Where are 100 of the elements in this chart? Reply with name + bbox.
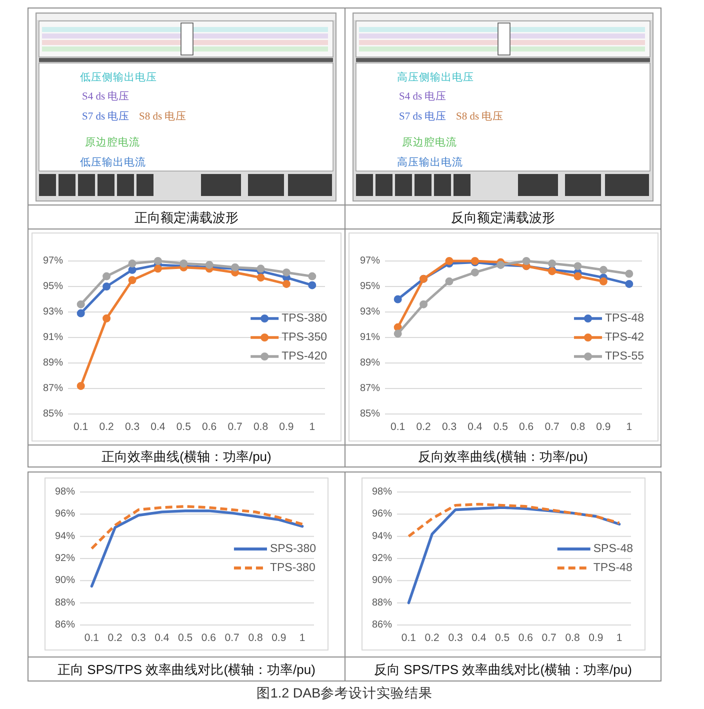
x-tick-label: 0.1	[74, 421, 88, 433]
point	[256, 264, 265, 273]
y-tick-label: 94%	[372, 530, 392, 542]
point	[470, 268, 479, 276]
x-tick-label: 0.5	[494, 632, 510, 644]
legend-label: TPS-48	[593, 562, 632, 574]
caption: 图1.2 DAB参考设计实验结果	[256, 686, 433, 700]
y-tick-label: 89%	[360, 358, 380, 368]
y-tick-label: 96%	[54, 508, 76, 520]
text: S4 ds 电压	[399, 90, 447, 102]
point	[574, 272, 582, 280]
x-tick-label: 0.7	[224, 632, 240, 644]
x-tick-label: 0.1	[401, 632, 416, 644]
point	[522, 257, 530, 265]
x-tick-label: 0.7	[544, 421, 560, 433]
y-tick-label: 98%	[54, 486, 76, 498]
x-tick-label: 0.3	[131, 632, 146, 644]
y-tick-label: 88%	[372, 597, 392, 608]
x-tick-label: 0.8	[253, 421, 268, 433]
text: 正向效率曲线(横轴：功率/pu)	[102, 449, 272, 464]
x-tick-label: 0.6	[518, 632, 534, 644]
x-tick-label: 0.4	[154, 632, 170, 644]
x-tick-label: 1	[616, 632, 622, 644]
point	[76, 300, 85, 308]
x-tick-label: 0.4	[472, 632, 486, 644]
x-tick-label: 0.7	[228, 421, 242, 433]
point	[102, 282, 111, 290]
x-tick-label: 0.8	[570, 421, 586, 433]
point	[76, 382, 85, 390]
point	[548, 260, 556, 268]
point	[625, 280, 634, 288]
x-tick-label: 0.2	[424, 632, 440, 644]
x-tick-label: 0.2	[108, 632, 123, 644]
y-tick-label: 86%	[372, 620, 392, 630]
point	[180, 260, 188, 268]
text: S8 ds 电压	[139, 110, 187, 122]
x-tick-label: 1	[299, 632, 306, 644]
y-tick-label: 90%	[54, 575, 76, 586]
legend-label: TPS-380	[282, 312, 327, 324]
point	[282, 268, 290, 276]
x-tick-label: 0.8	[248, 632, 263, 644]
point	[599, 266, 608, 274]
legend-label: TPS-350	[282, 332, 327, 344]
x-tick-label: 1	[626, 421, 632, 433]
point	[625, 270, 634, 278]
x-tick-label: 0.6	[201, 632, 216, 644]
text: S7 ds 电压	[399, 110, 447, 122]
x-tick-label: 0.1	[390, 421, 406, 433]
y-tick-label: 92%	[372, 553, 392, 564]
point	[394, 295, 402, 304]
point	[76, 309, 85, 318]
y-tick-label: 93%	[360, 306, 380, 318]
point	[574, 262, 582, 270]
x-tick-label: 0.7	[542, 632, 557, 644]
text: 原边腔电流	[85, 136, 140, 148]
x-tick-label: 0.9	[279, 421, 294, 433]
point	[154, 264, 162, 273]
text: 高压输出电流	[397, 156, 463, 168]
legend-label: TPS-55	[605, 350, 644, 362]
x-tick-label: 0.3	[124, 421, 140, 433]
y-tick-label: 89%	[42, 358, 64, 368]
point	[256, 274, 265, 282]
point	[599, 277, 608, 286]
text: 反向 SPS/TPS 效率曲线对比(横轴：功率/pu)	[374, 662, 632, 677]
text: 反向效率曲线(横轴：功率/pu)	[418, 449, 588, 464]
y-tick-label: 95%	[360, 281, 380, 292]
point	[205, 260, 214, 269]
y-tick-label: 98%	[372, 486, 392, 498]
x-tick-label: 0.6	[202, 421, 217, 433]
y-tick-label: 92%	[54, 553, 76, 564]
text: 正向额定满载波形	[134, 210, 238, 225]
x-tick-label: 0.4	[468, 421, 482, 433]
point	[128, 276, 136, 284]
y-tick-label: 95%	[42, 281, 64, 292]
y-tick-label: 97%	[42, 256, 64, 266]
legend-label: SPS-380	[270, 543, 316, 555]
text: 正向 SPS/TPS 效率曲线对比(横轴：功率/pu)	[58, 662, 316, 677]
x-tick-label: 0.2	[416, 421, 431, 433]
x-tick-label: 0.4	[150, 421, 166, 433]
y-tick-label: 85%	[42, 408, 64, 420]
y-tick-label: 86%	[54, 620, 76, 630]
text: 高压侧输出电压	[397, 70, 474, 84]
text: S8 ds 电压	[456, 110, 504, 122]
text: 低压输出电流	[80, 156, 146, 168]
x-tick-label: 0.9	[596, 421, 611, 433]
y-tick-label: 96%	[372, 508, 392, 520]
y-tick-label: 94%	[54, 530, 76, 542]
x-tick-label: 0.3	[448, 632, 463, 644]
y-tick-label: 87%	[42, 383, 64, 394]
point	[102, 314, 111, 322]
legend-label: TPS-380	[270, 562, 316, 574]
y-tick-label: 87%	[360, 383, 380, 394]
x-tick-label: 0.6	[519, 421, 534, 433]
y-tick-label: 91%	[360, 332, 380, 343]
legend-label: TPS-48	[605, 312, 644, 324]
point	[282, 280, 290, 288]
legend-label: SPS-48	[593, 543, 633, 555]
y-tick-label: 90%	[372, 575, 392, 586]
y-tick-label: 93%	[42, 306, 64, 318]
x-tick-label: 1	[309, 421, 316, 433]
